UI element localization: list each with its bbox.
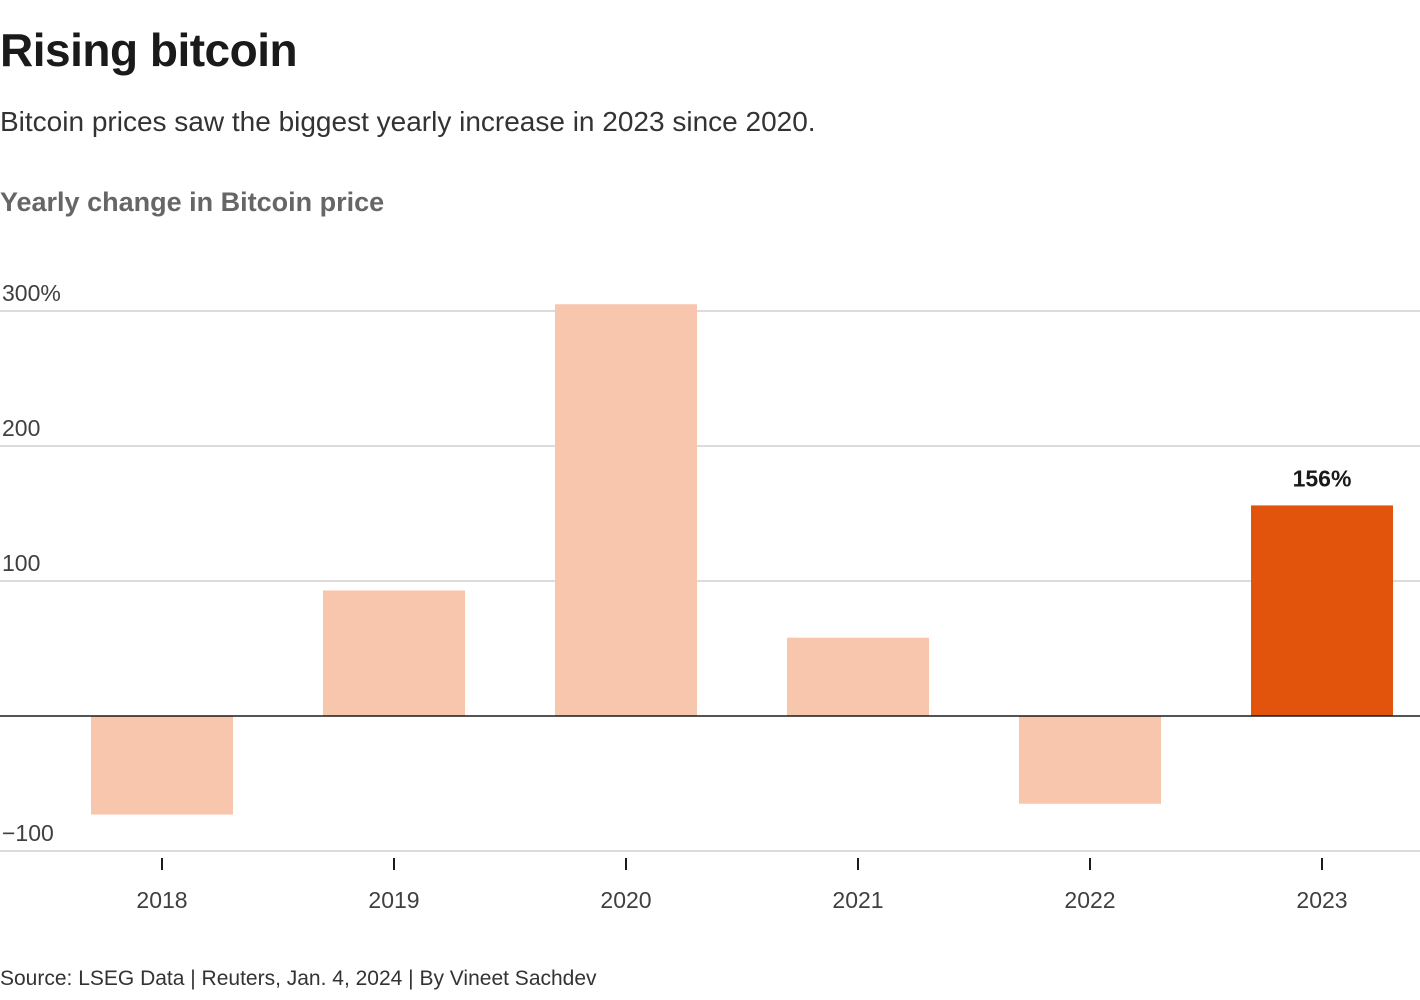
- gridlines: [0, 310, 1420, 852]
- chart-title: Rising bitcoin: [0, 24, 298, 76]
- bar-2018: [91, 716, 233, 815]
- x-tick-label: 2023: [1296, 887, 1347, 913]
- chart-heading: Yearly change in Bitcoin price: [0, 187, 385, 217]
- source-note: Source: LSEG Data | Reuters, Jan. 4, 202…: [0, 967, 597, 990]
- x-tick-label: 2020: [600, 887, 651, 913]
- y-tick-label: 200: [2, 415, 40, 441]
- data-label-2023: 156%: [1293, 465, 1352, 491]
- y-axis-labels: 300% 200 100 −100: [2, 280, 61, 846]
- x-tick-label: 2022: [1064, 887, 1115, 913]
- bar-2019: [323, 590, 465, 716]
- bars: [91, 304, 1393, 815]
- x-axis: 2018 2019 2020 2021 2022 2023: [136, 858, 1348, 913]
- bar-2023: [1251, 505, 1393, 716]
- y-tick-label: 100: [2, 550, 40, 576]
- bar-2021: [787, 637, 929, 716]
- data-labels: 156%: [1293, 465, 1352, 491]
- chart-subtitle: Bitcoin prices saw the biggest yearly in…: [0, 106, 816, 137]
- y-tick-label: −100: [2, 820, 54, 846]
- x-tick-label: 2018: [136, 887, 187, 913]
- x-tick-label: 2019: [368, 887, 419, 913]
- bar-2020: [555, 304, 697, 716]
- y-tick-label: 300%: [2, 280, 61, 306]
- bar-2022: [1019, 716, 1161, 804]
- x-tick-label: 2021: [832, 887, 883, 913]
